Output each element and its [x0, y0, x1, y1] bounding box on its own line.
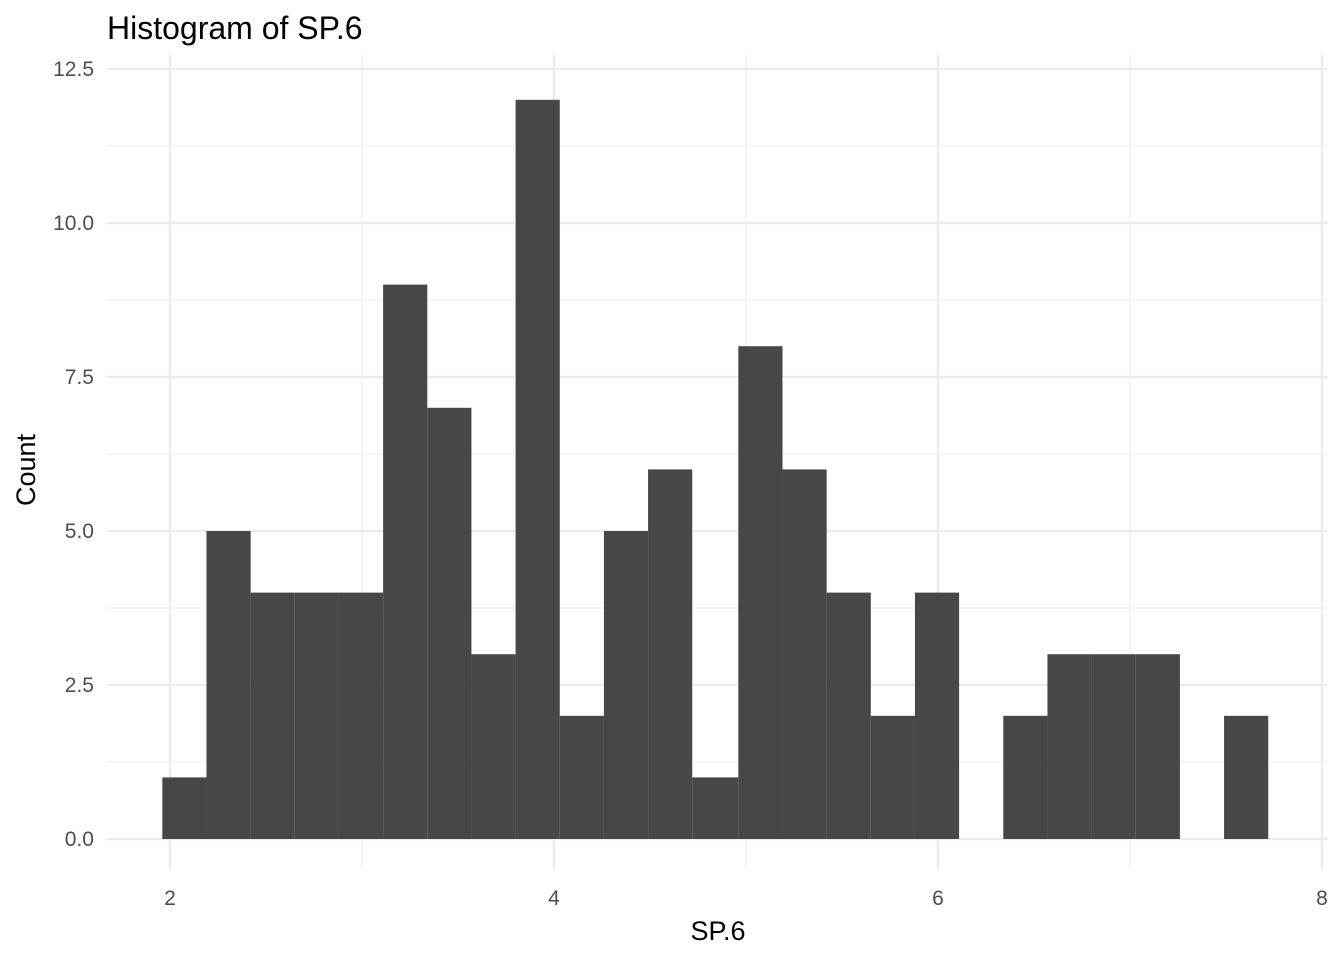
histogram-bar [870, 715, 915, 839]
y-tick-label: 12.5 [53, 58, 94, 81]
histogram-bar [1047, 654, 1092, 839]
y-tick-label: 10.0 [53, 212, 94, 235]
x-tick-label: 4 [548, 887, 560, 910]
histogram-bar [603, 531, 649, 839]
y-tick-label: 5.0 [65, 520, 94, 543]
histogram-bar [1224, 715, 1269, 839]
histogram-bar [338, 592, 384, 839]
histogram-bar [1135, 654, 1180, 839]
y-axis-title: Count [11, 433, 41, 506]
histogram-bar [383, 284, 428, 840]
histogram-bar [250, 592, 295, 839]
histogram-bar [162, 777, 207, 839]
y-tick-label: 7.5 [65, 366, 94, 389]
histogram-bar [738, 346, 783, 839]
x-axis-tick-labels: 2 4 6 8 [164, 887, 1328, 910]
histogram-bar [515, 99, 560, 840]
histogram-bars [162, 99, 1269, 840]
histogram-bar [914, 592, 960, 839]
histogram-bar [294, 592, 339, 839]
histogram-bar [206, 531, 251, 839]
histogram-bar [427, 407, 472, 839]
x-tick-label: 2 [164, 887, 176, 910]
y-tick-label: 2.5 [65, 674, 94, 697]
y-axis-tick-labels: 0.0 2.5 5.0 7.5 10.0 12.5 [53, 58, 94, 851]
histogram-bar [471, 654, 516, 839]
chart-title: Histogram of SP.6 [107, 10, 363, 46]
grid-lines [107, 55, 1328, 870]
x-axis-title: SP.6 [690, 916, 745, 946]
histogram-bar [1091, 654, 1136, 839]
histogram-bar [692, 777, 739, 839]
y-tick-label: 0.0 [65, 828, 94, 851]
histogram-bar [782, 469, 827, 839]
histogram-bar [559, 715, 604, 839]
histogram-bar [648, 469, 693, 839]
x-tick-label: 8 [1316, 887, 1328, 910]
x-tick-label: 6 [932, 887, 944, 910]
histogram-bar [826, 592, 871, 839]
histogram-bar [1003, 715, 1048, 839]
